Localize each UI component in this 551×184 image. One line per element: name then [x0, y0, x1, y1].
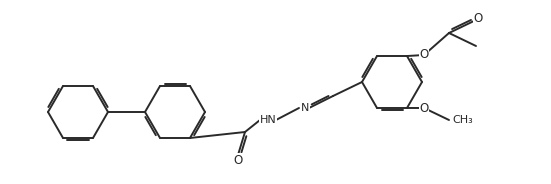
Text: HN: HN [260, 115, 277, 125]
Text: N: N [301, 103, 309, 113]
Text: O: O [473, 11, 483, 24]
Text: O: O [234, 153, 242, 167]
Text: O: O [419, 102, 429, 114]
Text: O: O [419, 49, 429, 61]
Text: CH₃: CH₃ [452, 115, 473, 125]
